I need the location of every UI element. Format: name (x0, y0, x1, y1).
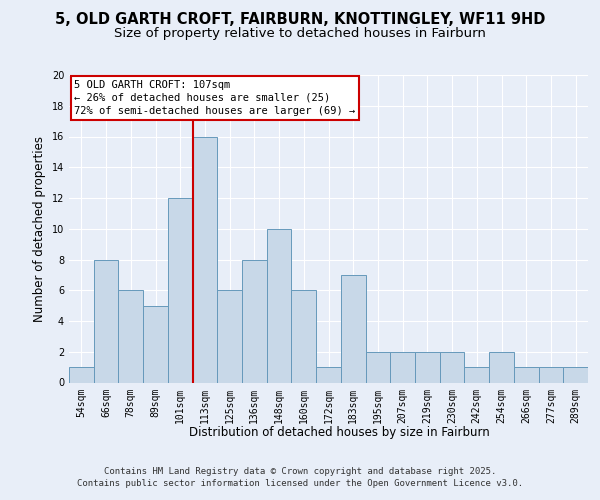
Bar (464, 367, 489, 382)
Bar (143, 306, 168, 382)
Text: 5, OLD GARTH CROFT, FAIRBURN, KNOTTINGLEY, WF11 9HD: 5, OLD GARTH CROFT, FAIRBURN, KNOTTINGLE… (55, 12, 545, 26)
Bar (69, 367, 94, 382)
Bar (193, 136, 217, 382)
Text: Distribution of detached houses by size in Fairburn: Distribution of detached houses by size … (188, 426, 490, 439)
Text: Contains HM Land Registry data © Crown copyright and database right 2025.
Contai: Contains HM Land Registry data © Crown c… (77, 467, 523, 488)
Bar (242, 260, 267, 382)
Bar (539, 367, 563, 382)
Bar (292, 290, 316, 382)
Bar (217, 290, 242, 382)
Y-axis label: Number of detached properties: Number of detached properties (33, 136, 46, 322)
Bar (415, 352, 440, 382)
Bar (489, 352, 514, 382)
Bar (365, 352, 390, 382)
Bar (440, 352, 464, 382)
Bar (341, 275, 365, 382)
Bar (118, 290, 143, 382)
Bar (316, 367, 341, 382)
Bar (94, 260, 118, 382)
Bar (563, 367, 588, 382)
Bar (168, 198, 193, 382)
Text: Size of property relative to detached houses in Fairburn: Size of property relative to detached ho… (114, 26, 486, 40)
Text: 5 OLD GARTH CROFT: 107sqm
← 26% of detached houses are smaller (25)
72% of semi-: 5 OLD GARTH CROFT: 107sqm ← 26% of detac… (74, 80, 355, 116)
Bar (514, 367, 539, 382)
Bar (390, 352, 415, 382)
Bar (267, 229, 292, 382)
